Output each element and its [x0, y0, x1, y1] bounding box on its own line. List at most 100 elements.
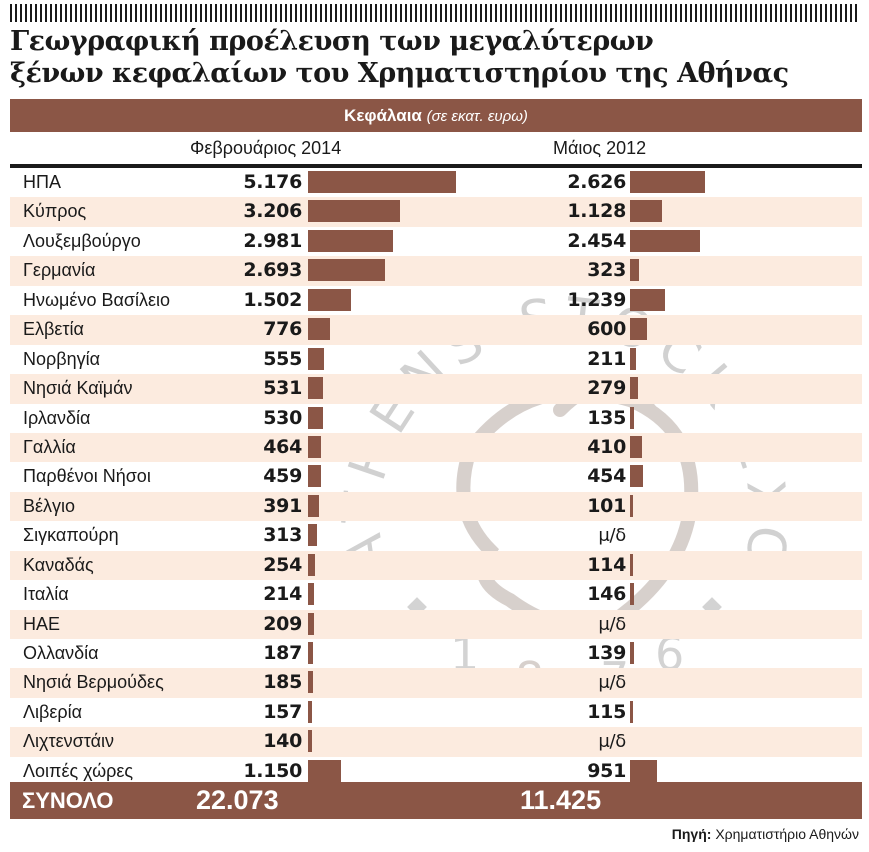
- table-row: Βέλγιο 391 101: [10, 491, 862, 522]
- value-may-2012: 139: [587, 642, 626, 664]
- table-row: Ιταλία 214 146: [10, 580, 862, 609]
- bar-may-2012: [630, 700, 633, 723]
- country-name: Ηνωμένο Βασίλειο: [23, 289, 171, 310]
- value-may-2012: 135: [587, 406, 626, 429]
- value-feb-2014: 2.981: [243, 229, 302, 252]
- bar-feb-2014: [308, 759, 341, 782]
- value-feb-2014: 187: [263, 642, 302, 664]
- bar-feb-2014: [308, 347, 324, 370]
- header-divider: [10, 164, 862, 168]
- capital-label: Κεφάλαια: [344, 106, 422, 125]
- value-feb-2014: 555: [263, 347, 302, 370]
- bar-may-2012: [630, 200, 662, 223]
- value-feb-2014: 464: [263, 435, 302, 458]
- bar-may-2012: [630, 642, 634, 664]
- value-feb-2014: 313: [263, 524, 302, 547]
- country-name: Καναδάς: [23, 554, 94, 575]
- total-feb-2014: 22.073: [196, 785, 279, 815]
- bar-feb-2014: [308, 583, 314, 606]
- bar-feb-2014: [308, 524, 317, 547]
- bar-may-2012: [630, 347, 636, 370]
- table-row: Ελβετία 776 600: [10, 315, 862, 345]
- country-name: Ολλανδία: [23, 643, 99, 663]
- table-row: Γερμανία 2.693 323: [10, 256, 862, 286]
- bar-feb-2014: [308, 318, 330, 341]
- table-row: Νησιά Καϊμάν 531 279: [10, 374, 862, 404]
- value-may-2012: 2.626: [567, 171, 626, 193]
- bar-may-2012: [630, 406, 634, 429]
- value-may-2012: 114: [587, 553, 626, 576]
- value-may-2012: μ/δ: [598, 731, 626, 753]
- table-row: Λουξεμβούργο 2.981 2.454: [10, 227, 862, 256]
- source-text: Χρηματιστήριο Αθηνών: [715, 826, 859, 842]
- total-may-2012: 11.425: [520, 785, 602, 815]
- value-may-2012: μ/δ: [598, 613, 626, 635]
- column-header-may-2012: Μάιος 2012: [553, 138, 647, 158]
- bar-feb-2014: [308, 730, 312, 753]
- bar-may-2012: [630, 318, 647, 341]
- bar-may-2012: [630, 435, 642, 458]
- country-name: Λιβερία: [23, 701, 83, 722]
- title-line-2: ξένων κεφαλαίων του Χρηματιστηρίου της Α…: [10, 58, 789, 89]
- decorative-barcode-strip: [10, 4, 860, 22]
- total-row: ΣΥΝΟΛΟ 22.073 11.425: [10, 782, 862, 819]
- country-name: Σιγκαπούρη: [23, 525, 119, 546]
- value-feb-2014: 209: [263, 612, 302, 635]
- value-may-2012: 1.239: [567, 288, 626, 311]
- value-feb-2014: 157: [263, 700, 302, 723]
- page-title: Γεωγραφική προέλευση των μεγαλύτερων ξέν…: [10, 26, 860, 90]
- country-name: Κύπρος: [23, 201, 87, 222]
- value-may-2012: 323: [587, 259, 626, 282]
- value-may-2012: 2.454: [567, 229, 626, 252]
- title-line-1: Γεωγραφική προέλευση των μεγαλύτερων: [10, 26, 654, 57]
- bar-may-2012: [630, 377, 638, 400]
- country-name: Λιχτενστάιν: [23, 731, 114, 752]
- value-feb-2014: 776: [263, 318, 302, 341]
- table-row: Ολλανδία 187 139: [10, 639, 862, 668]
- country-name: Λοιπές χώρες: [23, 760, 134, 781]
- value-feb-2014: 531: [263, 377, 302, 400]
- table-row: Ιρλανδία 530 135: [10, 404, 862, 433]
- bar-feb-2014: [308, 642, 313, 664]
- bar-feb-2014: [308, 435, 321, 458]
- value-may-2012: 600: [587, 318, 626, 341]
- value-may-2012: 101: [587, 494, 626, 517]
- country-name: Ιρλανδία: [23, 407, 91, 428]
- bar-may-2012: [630, 494, 633, 517]
- country-name: Γερμανία: [23, 260, 96, 281]
- country-name: Ιταλία: [23, 584, 69, 605]
- value-feb-2014: 1.502: [243, 288, 302, 311]
- table-row: Λοιπές χώρες 1.150 951: [10, 757, 862, 786]
- value-feb-2014: 530: [263, 406, 302, 429]
- column-header-feb-2014: Φεβρουάριος 2014: [190, 138, 342, 158]
- value-may-2012: μ/δ: [598, 672, 626, 694]
- bar-feb-2014: [308, 171, 456, 193]
- value-may-2012: 410: [587, 435, 626, 458]
- total-label: ΣΥΝΟΛΟ: [22, 788, 114, 813]
- bar-may-2012: [630, 171, 705, 193]
- bar-may-2012: [630, 288, 665, 311]
- table-row: ΗΠΑ 5.176 2.626: [10, 168, 862, 197]
- table-row: Λιβερία 157 115: [10, 698, 862, 727]
- table-row: Σιγκαπούρη 313 μ/δ: [10, 521, 862, 550]
- source-label: Πηγή:: [671, 826, 712, 842]
- country-name: Νησιά Καϊμάν: [23, 378, 133, 399]
- value-feb-2014: 185: [263, 671, 302, 694]
- value-feb-2014: 5.176: [243, 171, 302, 193]
- bar-feb-2014: [308, 700, 312, 723]
- bar-feb-2014: [308, 612, 314, 635]
- bar-feb-2014: [308, 288, 351, 311]
- country-name: ΗΠΑ: [23, 172, 62, 192]
- bar-may-2012: [630, 465, 643, 488]
- country-name: Νησιά Βερμούδες: [23, 672, 164, 693]
- country-name: ΗΑΕ: [23, 613, 61, 634]
- bar-feb-2014: [308, 377, 323, 400]
- bar-feb-2014: [308, 671, 313, 694]
- bar-feb-2014: [308, 229, 393, 252]
- table-row: Νησιά Βερμούδες 185 μ/δ: [10, 668, 862, 698]
- bar-may-2012: [630, 553, 633, 576]
- table-row: Καναδάς 254 114: [10, 550, 862, 581]
- bar-feb-2014: [308, 200, 400, 223]
- value-feb-2014: 3.206: [243, 200, 302, 223]
- value-feb-2014: 391: [263, 494, 302, 517]
